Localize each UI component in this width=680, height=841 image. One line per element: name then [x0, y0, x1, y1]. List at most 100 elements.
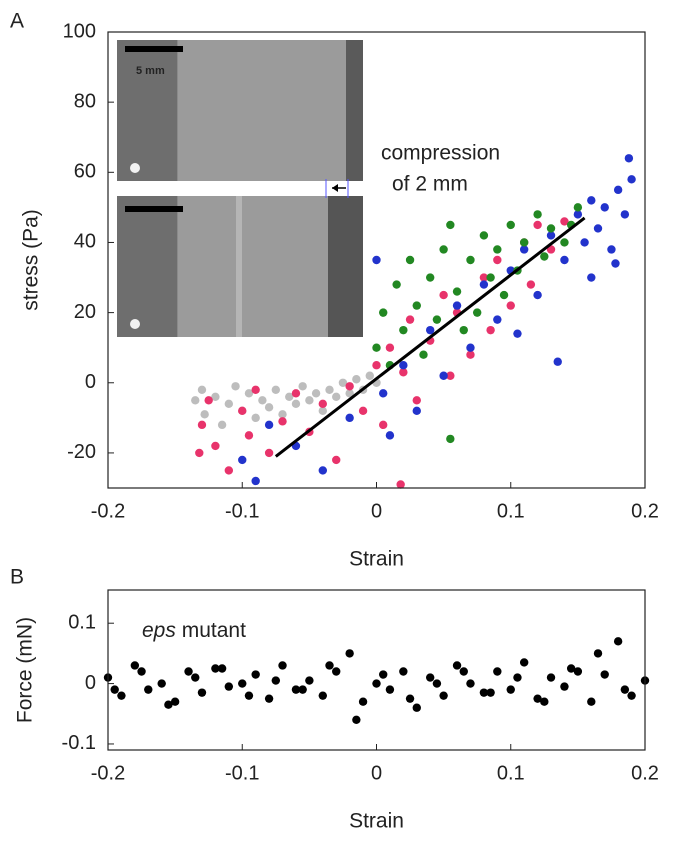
data-point: [479, 280, 489, 289]
y-axis-label: stress (Pa): [20, 209, 43, 311]
data-point: [432, 679, 442, 688]
annotation: compression: [381, 142, 500, 165]
data-point: [211, 441, 220, 451]
data-point: [332, 392, 341, 401]
data-point: [587, 697, 596, 706]
annotation-text: mutant: [182, 619, 246, 642]
panel-label: A: [10, 10, 24, 33]
x-tick-label: -0.1: [225, 762, 259, 784]
data-point: [452, 287, 462, 296]
annotation: eps mutant: [142, 619, 246, 642]
data-point: [466, 679, 475, 688]
x-tick-label: -0.1: [225, 500, 259, 522]
data-point: [217, 420, 227, 430]
inset-images: [117, 40, 363, 337]
data-point: [560, 682, 569, 691]
y-tick-label: 0: [85, 672, 96, 694]
data-point: [560, 255, 569, 265]
data-point: [379, 308, 388, 317]
data-point: [466, 255, 475, 265]
data-point: [560, 217, 569, 226]
data-point: [204, 396, 213, 405]
data-point: [238, 455, 247, 465]
x-tick-label: 0.2: [631, 500, 659, 522]
data-point: [291, 389, 301, 398]
data-point: [291, 685, 301, 694]
data-point: [399, 361, 408, 370]
data-point: [385, 685, 395, 694]
data-point: [224, 682, 234, 691]
data-point: [479, 688, 489, 697]
data-point: [426, 673, 435, 682]
data-point: [519, 238, 529, 247]
data-point: [412, 406, 421, 416]
x-tick-label: 0.2: [631, 762, 659, 784]
y-tick-label: 100: [63, 20, 96, 42]
data-point: [305, 676, 314, 685]
data-point: [318, 466, 327, 475]
data-point: [546, 245, 556, 254]
data-point: [231, 382, 240, 391]
data-point: [251, 385, 260, 394]
annotation: of 2 mm: [392, 173, 468, 196]
data-point: [244, 431, 254, 440]
data-point: [540, 252, 549, 261]
data-point: [493, 667, 502, 676]
data-point: [513, 329, 522, 338]
data-point: [533, 290, 542, 300]
data-point: [345, 382, 354, 391]
data-point: [620, 210, 630, 219]
data-point: [546, 224, 556, 233]
data-point: [298, 685, 307, 694]
data-point: [560, 238, 569, 247]
data-point: [412, 703, 421, 712]
data-point: [499, 290, 509, 300]
data-point: [338, 378, 348, 387]
data-point: [170, 697, 180, 706]
data-point: [137, 667, 146, 676]
data-point: [405, 315, 415, 324]
y-tick-label: 0: [85, 371, 96, 393]
data-point: [600, 203, 609, 212]
data-point: [533, 220, 542, 230]
data-point: [446, 371, 455, 380]
data-point: [620, 685, 630, 694]
data-point: [412, 301, 421, 310]
data-point: [278, 417, 287, 426]
data-point: [439, 371, 448, 380]
data-point: [191, 396, 200, 405]
data-point: [130, 661, 140, 670]
data-point: [379, 670, 388, 679]
data-point: [372, 679, 381, 688]
data-point: [251, 413, 260, 423]
data-point: [553, 357, 562, 366]
data-point: [611, 259, 620, 268]
data-point: [526, 280, 536, 289]
x-axis-label: Strain: [349, 548, 404, 571]
data-point: [493, 245, 502, 254]
data-point: [399, 325, 408, 335]
data-point: [117, 691, 126, 700]
data-point: [479, 231, 489, 240]
data-point: [372, 255, 381, 265]
scale-bar-label: 5 mm: [136, 65, 165, 77]
data-point: [379, 420, 388, 430]
data-point: [506, 220, 515, 230]
y-tick-label: 40: [74, 231, 96, 253]
data-point: [244, 691, 254, 700]
data-point: [224, 466, 234, 475]
data-point: [311, 389, 321, 398]
data-point: [157, 679, 166, 688]
data-point: [200, 410, 209, 419]
data-point: [439, 290, 448, 300]
data-point: [264, 448, 274, 458]
data-point: [566, 664, 576, 673]
data-point: [546, 673, 556, 682]
x-tick-label: 0.1: [497, 762, 525, 784]
data-point: [305, 396, 314, 405]
data-point: [332, 667, 341, 676]
data-point: [285, 392, 294, 401]
data-point: [258, 396, 267, 405]
data-point: [271, 676, 281, 685]
data-point: [251, 476, 260, 486]
